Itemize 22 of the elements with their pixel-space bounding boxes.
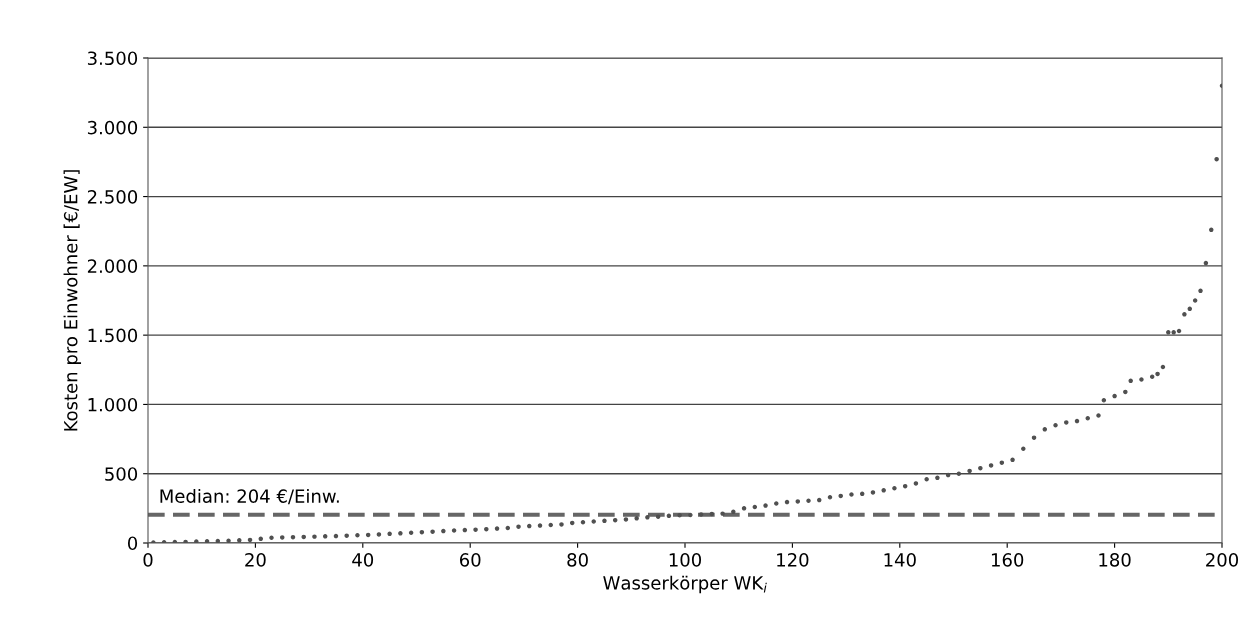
y-tick-label: 2.000 xyxy=(87,259,138,273)
ref-line-label: Median: 204 €/Einw. xyxy=(160,488,339,505)
x-tick-label: 140 xyxy=(884,553,916,567)
y-tick-label: 0 xyxy=(127,536,138,551)
x-tick-label: 100 xyxy=(669,553,702,567)
y-tick-label: 2.500 xyxy=(87,190,138,204)
x-axis-title: Wasserkörper WK$_{i}$ xyxy=(603,575,767,594)
x-tick-label: 120 xyxy=(777,553,809,567)
y-tick-label: 1.500 xyxy=(88,328,138,343)
x-tick-label: 20 xyxy=(245,553,266,567)
x-tick-label: 0 xyxy=(143,553,153,567)
y-tick-label: 1.000 xyxy=(88,397,138,412)
x-tick-label: 160 xyxy=(991,553,1024,567)
x-tick-label: 40 xyxy=(352,553,374,567)
y-tick-label: 3.000 xyxy=(87,120,138,135)
y-axis-title: Kosten pro Einwohner [€/EW] xyxy=(63,170,82,431)
x-tick-label: 180 xyxy=(1099,553,1131,567)
x-tick-label: 60 xyxy=(459,553,481,567)
x-tick-label: 200 xyxy=(1206,553,1239,567)
y-tick-label: 500 xyxy=(105,467,138,481)
y-tick-label: 3.500 xyxy=(87,51,138,66)
x-tick-label: 80 xyxy=(567,553,588,567)
